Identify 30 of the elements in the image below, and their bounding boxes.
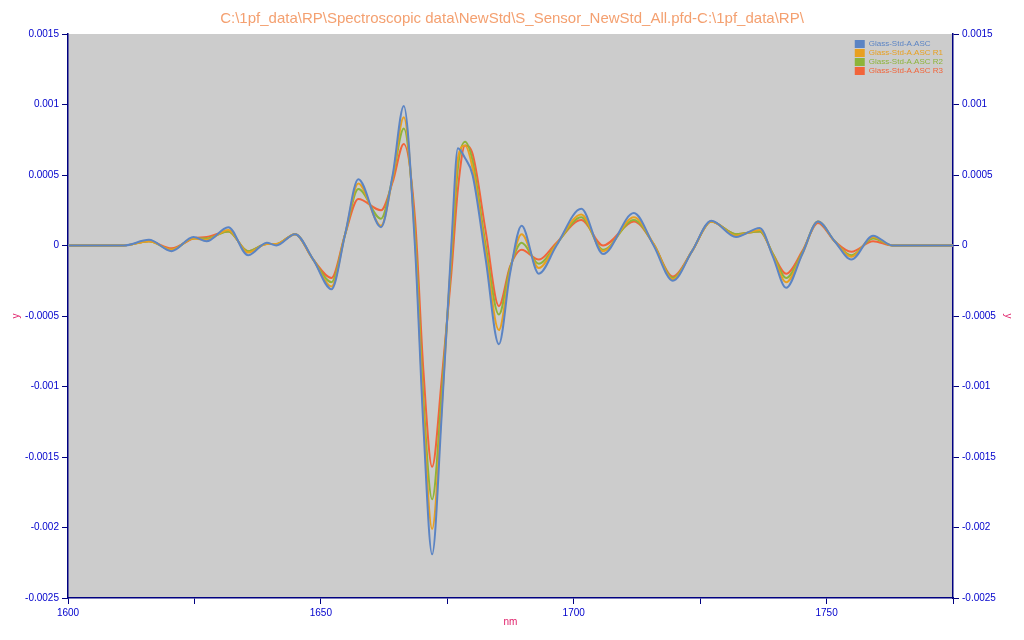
x-tick-label: 1750 xyxy=(815,606,839,618)
y-tick-label: -0.0015 xyxy=(25,450,60,462)
chart-title: C:\1pf_data\RP\Spectroscopic data\NewStd\S_Sensor_NewStd_All.pfd-C:\1pf_data\RP\ xyxy=(220,9,805,27)
y2-tick-label: 0 xyxy=(962,239,968,251)
y2-axis-title: y xyxy=(1003,313,1015,319)
y2-tick-label: -0.0015 xyxy=(962,450,997,462)
legend-label: Glass-Std-A.ASC R1 xyxy=(868,48,944,58)
y-axis-title: y xyxy=(9,313,21,319)
y-tick-label: -0.0025 xyxy=(25,591,60,603)
x-tick-label: 1650 xyxy=(309,606,333,618)
y2-tick-label: -0.0005 xyxy=(962,309,997,321)
y2-tick-label: -0.0025 xyxy=(962,591,997,603)
x-tick-label: 1600 xyxy=(56,606,80,618)
y2-tick-label: -0.002 xyxy=(962,521,991,533)
y-tick-label: 0 xyxy=(53,239,60,251)
y-tick-label: -0.001 xyxy=(30,380,60,392)
x-axis-title: nm xyxy=(503,615,518,627)
legend-label: Glass-Std-A.ASC R2 xyxy=(868,57,944,67)
y-tick-label: 0.0015 xyxy=(28,27,60,39)
legend-label: Glass-Std-A.ASC xyxy=(868,39,931,49)
y-tick-label: 0.001 xyxy=(33,98,60,110)
y2-tick-label: -0.001 xyxy=(962,380,991,392)
y-tick-label: -0.002 xyxy=(30,521,60,533)
x-tick-label: 1700 xyxy=(562,606,586,618)
legend-label: Glass-Std-A.ASC R3 xyxy=(868,66,944,76)
y2-tick-label: 0.001 xyxy=(962,98,988,110)
y2-tick-label: 0.0015 xyxy=(962,27,994,39)
y2-tick-label: 0.0005 xyxy=(962,168,994,180)
y-tick-label: 0.0005 xyxy=(28,168,60,180)
y-tick-label: -0.0005 xyxy=(25,309,60,321)
